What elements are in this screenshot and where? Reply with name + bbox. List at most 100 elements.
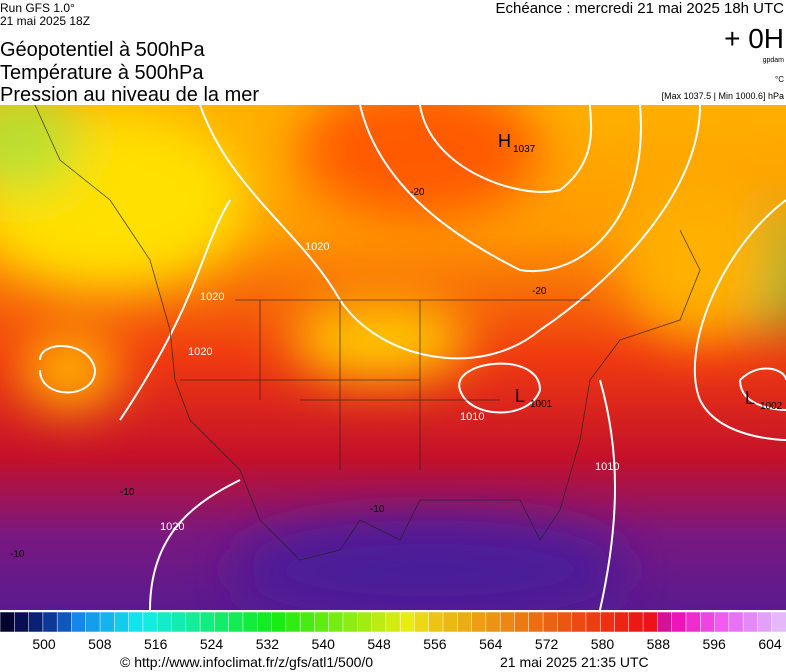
temperature-label: -20	[532, 286, 547, 297]
color-swatch	[342, 611, 359, 633]
temperature-label: -10	[120, 487, 135, 498]
color-swatch	[571, 611, 587, 633]
scale-label: 524	[200, 636, 224, 652]
color-swatch	[485, 611, 501, 633]
color-swatch	[85, 611, 101, 633]
color-swatch	[528, 611, 544, 633]
color-swatch	[514, 611, 530, 633]
color-swatch	[71, 611, 87, 633]
scale-label: 588	[647, 636, 671, 652]
low-pressure-value: 1002	[760, 401, 783, 412]
color-swatch	[471, 611, 487, 633]
color-swatch	[642, 611, 659, 633]
color-swatch	[14, 611, 30, 633]
high-pressure-letter: H	[498, 131, 511, 151]
pressure-range: [Max 1037.5 | Min 1000.6] hPa	[662, 91, 784, 101]
isobar-label: 1020	[200, 291, 224, 303]
color-swatch	[685, 611, 702, 633]
color-swatch	[499, 611, 516, 633]
color-swatch	[714, 611, 730, 633]
color-swatch	[99, 611, 116, 633]
color-swatch	[428, 611, 444, 633]
isobar-label: 1010	[460, 411, 484, 423]
color-swatch	[328, 611, 344, 633]
unit-temperature: °C	[775, 75, 784, 84]
title-line: Température à 500hPa	[0, 62, 204, 84]
low-pressure-value: 1001	[530, 399, 553, 410]
color-swatch	[42, 611, 58, 633]
color-swatch	[700, 611, 716, 633]
isobar-label: 1020	[188, 346, 212, 358]
color-swatch	[0, 611, 16, 633]
color-swatch	[771, 611, 786, 633]
color-swatch	[142, 611, 158, 633]
low-pressure-letter: L	[515, 386, 525, 406]
color-swatch	[271, 611, 287, 633]
map-area	[0, 105, 786, 610]
color-swatch	[542, 611, 559, 633]
isobar-label: 1020	[160, 521, 184, 533]
color-swatch	[128, 611, 144, 633]
color-swatch	[242, 611, 258, 633]
high-pressure-value: 1037	[513, 144, 536, 155]
color-swatch	[457, 611, 473, 633]
temperature-label: -10	[10, 549, 25, 560]
color-swatch	[628, 611, 644, 633]
scale-label: 532	[256, 636, 280, 652]
color-swatch	[671, 611, 687, 633]
color-swatch	[171, 611, 187, 633]
color-swatch	[357, 611, 373, 633]
scale-label: 548	[367, 636, 391, 652]
scale-label: 556	[423, 636, 447, 652]
forecast-time: Echéance : mercredi 21 mai 2025 18h UTC	[496, 0, 785, 17]
scale-label: 508	[88, 636, 112, 652]
scale-label: 500	[32, 636, 56, 652]
color-swatch	[385, 611, 401, 633]
run-label: Run GFS 1.0°	[0, 1, 75, 15]
scale-label: 604	[758, 636, 782, 652]
unit-geopotential: gpdam	[763, 57, 785, 64]
color-swatch	[442, 611, 459, 633]
color-swatch	[585, 611, 601, 633]
scale-label: 572	[535, 636, 559, 652]
color-swatch	[371, 611, 387, 633]
color-swatch	[114, 611, 130, 633]
title-line: Pression au niveau de la mer	[0, 84, 259, 106]
color-swatch	[285, 611, 301, 633]
color-swatch	[657, 611, 673, 633]
color-swatch	[414, 611, 430, 633]
coastlines	[34, 105, 701, 561]
scale-label: 516	[144, 636, 168, 652]
color-swatch	[28, 611, 44, 633]
isobars	[39, 105, 786, 610]
isobar-label: 1010	[595, 461, 619, 473]
color-swatch	[757, 611, 773, 633]
color-swatch	[314, 611, 330, 633]
temperature-label: -20	[410, 187, 425, 198]
low-pressure-letter: L	[745, 388, 755, 408]
color-swatch	[728, 611, 744, 633]
color-swatch	[214, 611, 230, 633]
color-swatch	[199, 611, 216, 633]
scale-label: 580	[591, 636, 615, 652]
scale-label: 564	[479, 636, 503, 652]
color-swatch	[256, 611, 273, 633]
color-swatch	[228, 611, 244, 633]
temperature-field	[0, 105, 786, 610]
color-swatch	[557, 611, 573, 633]
color-swatch	[614, 611, 630, 633]
color-scale: 500 508 516 524 532 540 548 556 564 572 580 588 596 6…	[0, 611, 786, 652]
source-url: © http://www.infoclimat.fr/z/gfs/atl1/50…	[120, 654, 373, 670]
generated-time: 21 mai 2025 21:35 UTC	[500, 654, 649, 670]
title-line: Géopotentiel à 500hPa	[0, 39, 205, 61]
color-swatch	[56, 611, 73, 633]
color-swatch	[399, 611, 416, 633]
scale-label: 596	[702, 636, 726, 652]
color-swatch	[185, 611, 201, 633]
color-swatch	[156, 611, 173, 633]
color-swatch	[299, 611, 316, 633]
forecast-offset: + 0H	[724, 23, 784, 54]
color-swatch	[742, 611, 759, 633]
isobar-label: 1020	[305, 241, 329, 253]
